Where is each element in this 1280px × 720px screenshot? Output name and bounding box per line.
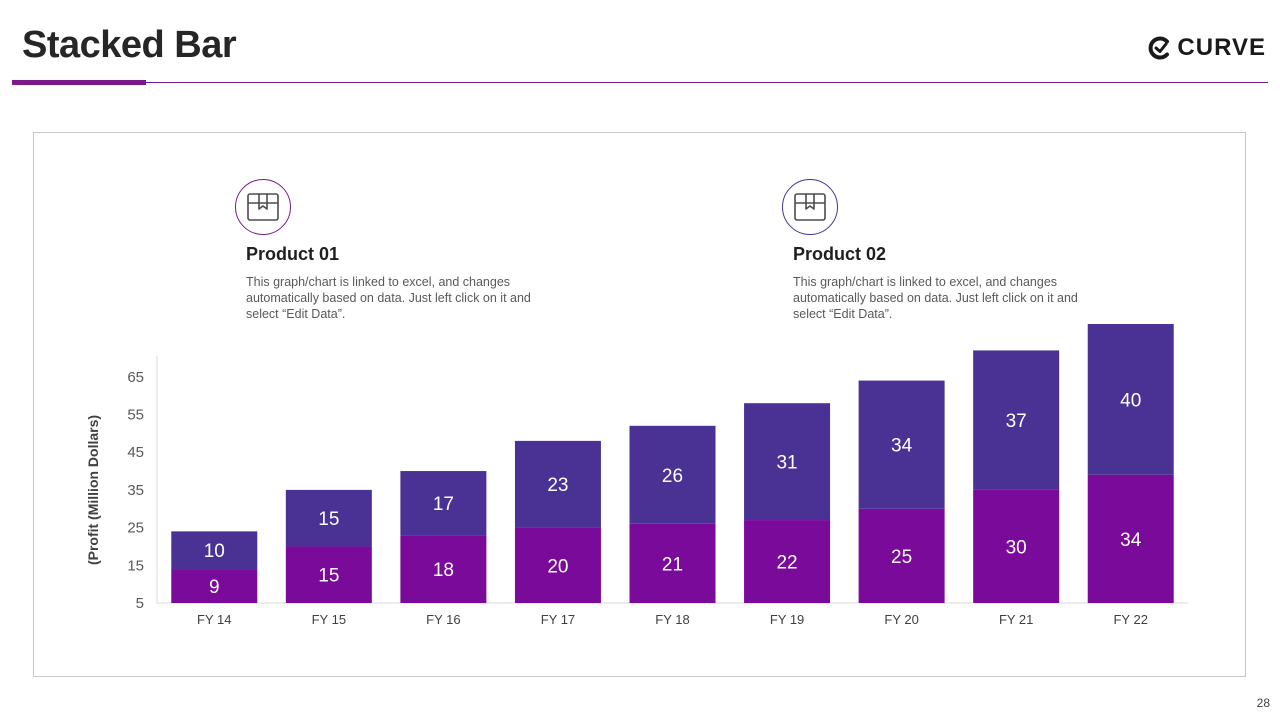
bar-segment (514, 440, 601, 528)
bar-segment (400, 535, 487, 603)
data-label: 23 (547, 475, 568, 496)
data-label: 25 (891, 547, 912, 568)
title-accent-bar (12, 80, 146, 85)
bar-segment (400, 471, 487, 536)
product-01-title: Product 01 (246, 244, 340, 264)
data-label: 20 (547, 556, 568, 577)
data-label: 37 (1006, 411, 1027, 432)
x-tick-label: FY 22 (1113, 612, 1147, 627)
data-label: 9 (209, 577, 220, 598)
x-tick-label: FY 15 (312, 612, 346, 627)
bar-segment (1087, 324, 1174, 475)
bar-segment (973, 350, 1060, 490)
title-underline (12, 82, 1268, 83)
x-tick-label: FY 18 (655, 612, 689, 627)
bar-segment (285, 546, 372, 603)
bar-segment (744, 520, 831, 603)
bar-segment (973, 489, 1060, 603)
y-tick-label: 55 (127, 407, 144, 424)
data-label: 31 (776, 453, 797, 474)
data-label: 17 (433, 494, 454, 515)
product-01-description: This graph/chart is linked to excel, and… (246, 275, 531, 321)
x-tick-label: FY 21 (999, 612, 1033, 627)
brand-logo: CURVE (1147, 34, 1266, 62)
bar-segment (744, 403, 831, 521)
data-label: 10 (204, 541, 225, 562)
bar-segment (629, 523, 716, 603)
data-label: 34 (891, 436, 913, 457)
product-02-description: This graph/chart is linked to excel, and… (793, 275, 1078, 321)
y-tick-label: 45 (127, 444, 144, 461)
data-label: 18 (433, 560, 454, 581)
x-tick-label: FY 20 (884, 612, 918, 627)
x-tick-label: FY 14 (197, 612, 231, 627)
data-label: 22 (776, 553, 797, 574)
chart-panel (33, 132, 1246, 677)
product-02-icon (782, 179, 838, 235)
x-tick-label: FY 16 (426, 612, 460, 627)
data-label: 34 (1120, 530, 1142, 551)
y-tick-label: 25 (127, 520, 144, 537)
y-tick-label: 35 (127, 482, 144, 499)
package-box-icon (247, 193, 279, 221)
bar-segment (858, 508, 945, 603)
bar-segment (171, 569, 258, 603)
product-01-icon (235, 179, 291, 235)
y-tick-label: 5 (136, 595, 144, 612)
bar-segment (1087, 474, 1174, 603)
y-tick-label: 65 (127, 369, 144, 386)
package-box-icon (794, 193, 826, 221)
bar-segment (171, 531, 258, 570)
data-label: 15 (318, 566, 339, 587)
data-label: 30 (1006, 537, 1027, 558)
slide-title: Stacked Bar (22, 24, 237, 66)
page-number: 28 (1256, 696, 1270, 710)
data-label: 15 (318, 509, 339, 530)
bar-segment (629, 425, 716, 524)
product-02-title: Product 02 (793, 244, 887, 264)
bar-segment (285, 489, 372, 547)
data-label: 21 (662, 554, 683, 575)
logo-text: CURVE (1177, 34, 1266, 61)
data-label: 26 (662, 466, 683, 487)
y-axis-label: (Profit (Million Dollars) (85, 415, 101, 565)
x-tick-label: FY 19 (770, 612, 804, 627)
x-tick-label: FY 17 (541, 612, 575, 627)
curve-logo-icon (1149, 36, 1170, 60)
bar-segment (514, 527, 601, 603)
bar-segment (858, 380, 945, 509)
data-label: 40 (1120, 390, 1141, 411)
y-tick-label: 15 (127, 557, 144, 574)
